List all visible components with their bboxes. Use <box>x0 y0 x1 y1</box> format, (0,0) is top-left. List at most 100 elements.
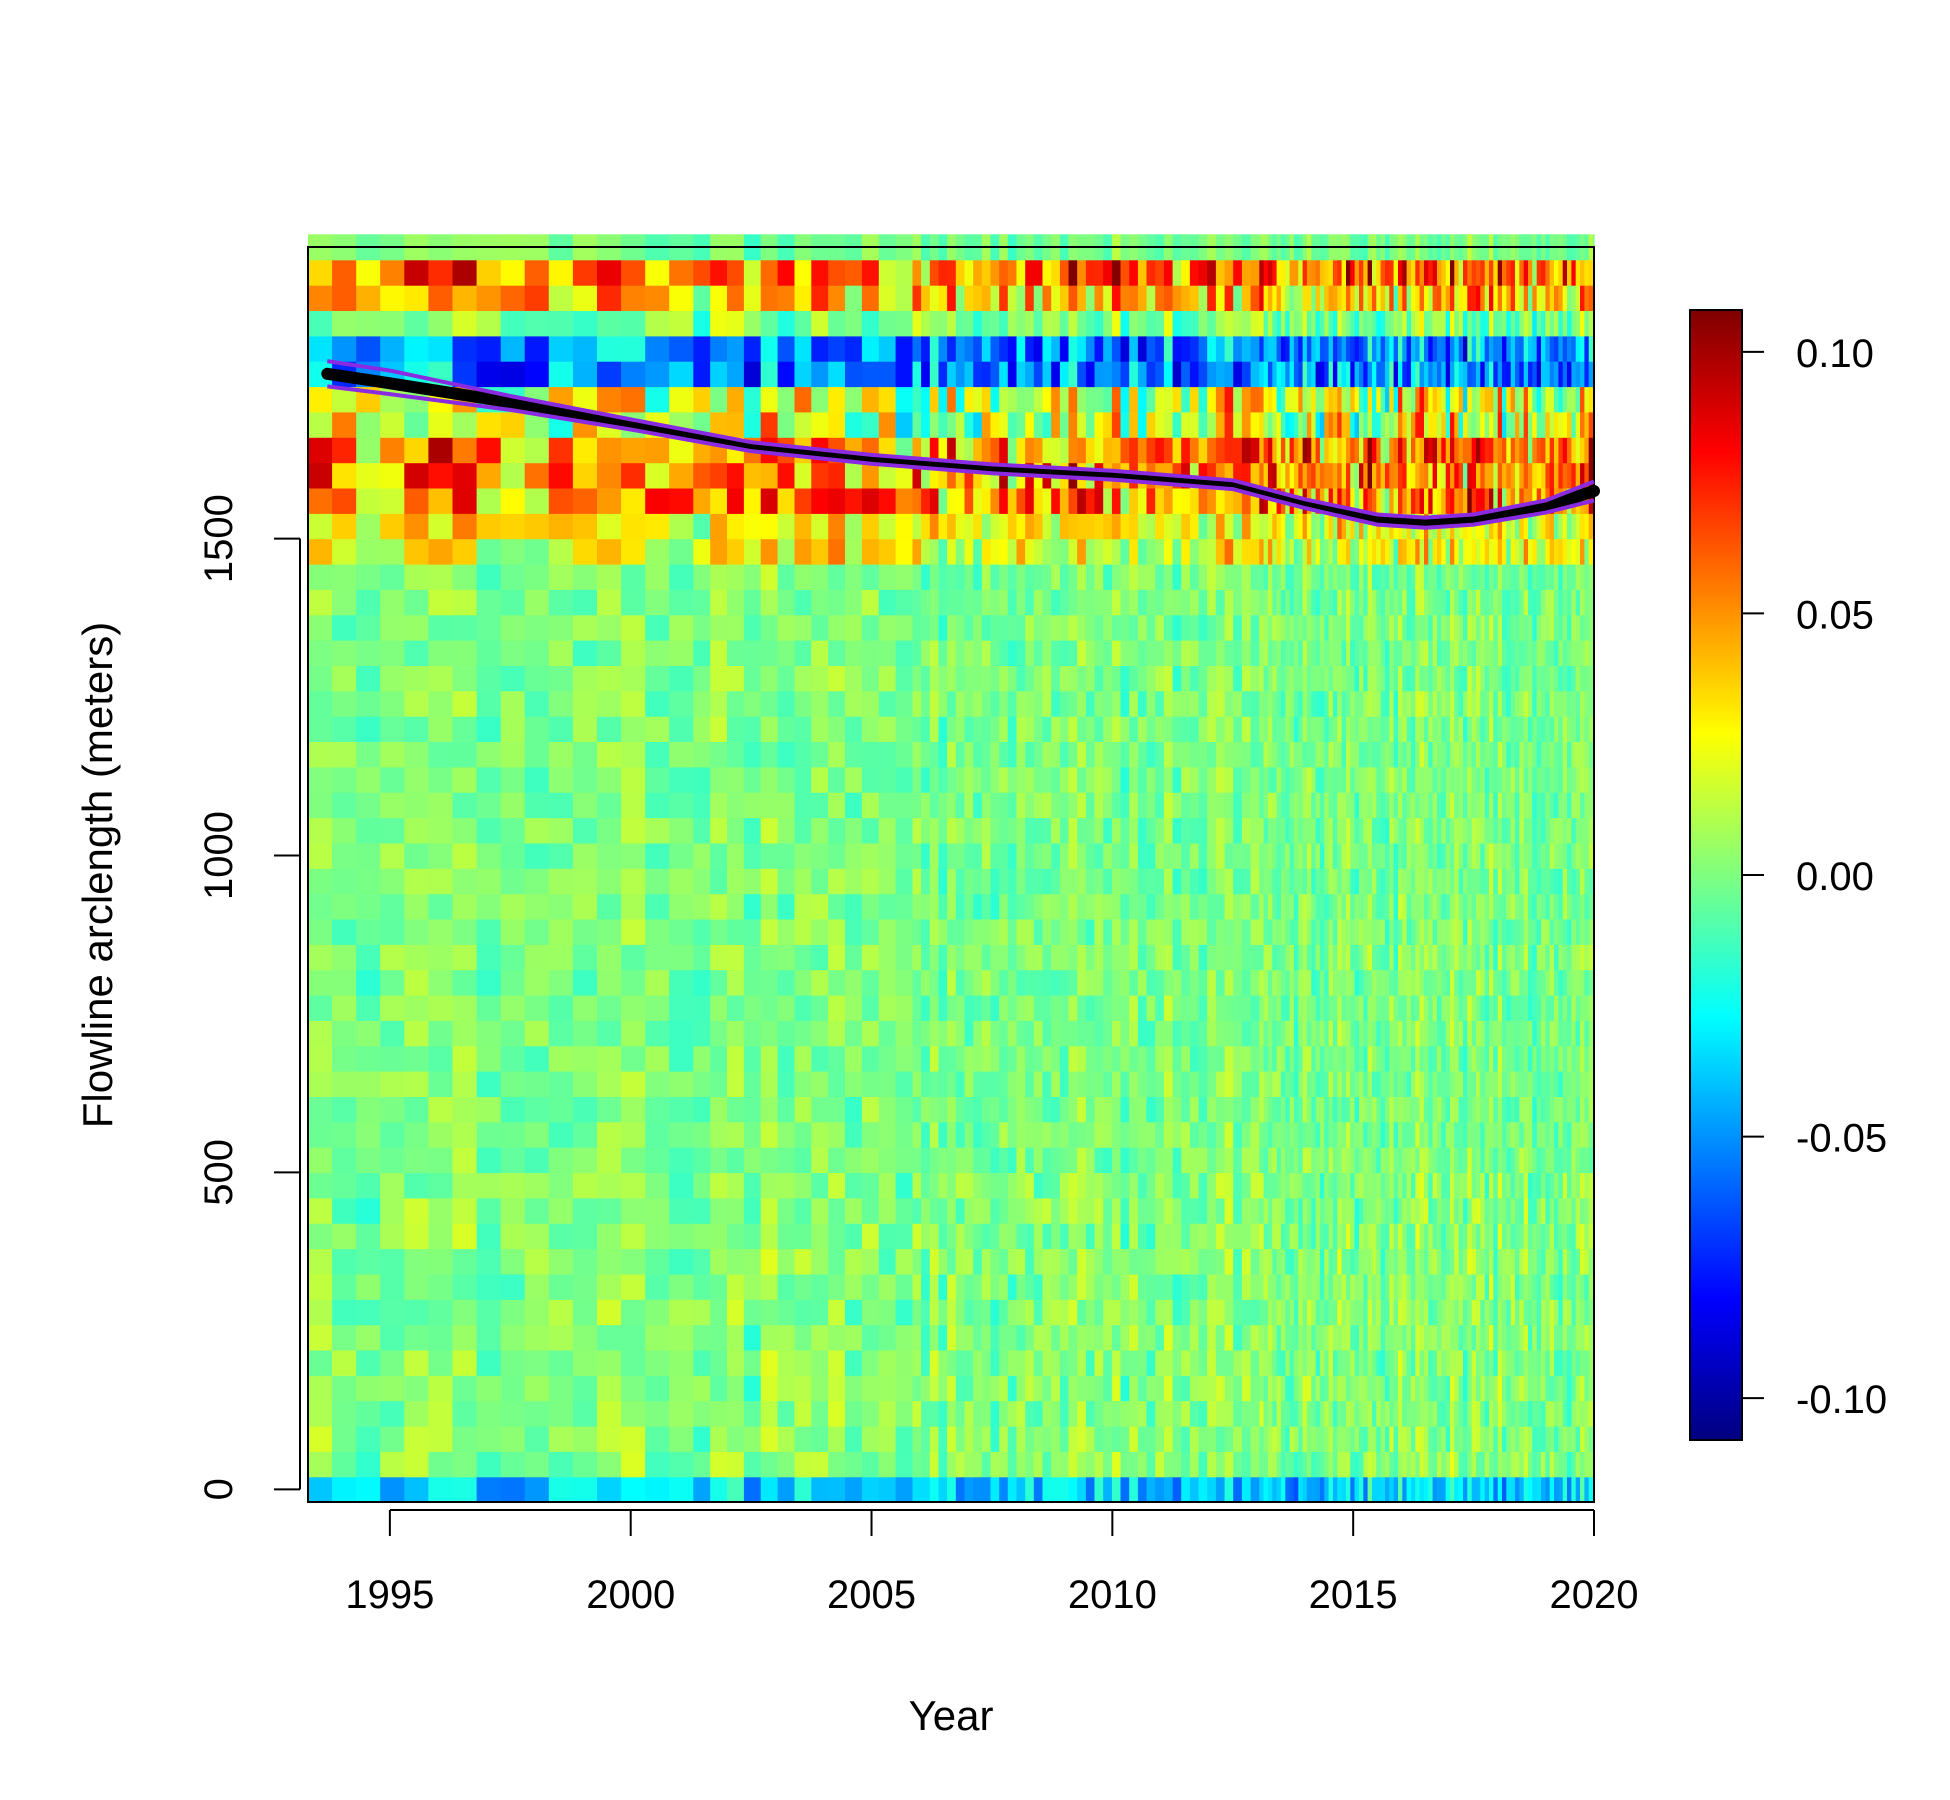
heatmap-cell <box>921 335 931 362</box>
heatmap-cell <box>1215 741 1226 768</box>
heatmap-cell <box>1103 285 1113 311</box>
heatmap-cell <box>955 817 966 844</box>
heatmap-cell <box>828 944 846 971</box>
heatmap-cell <box>1385 1425 1390 1452</box>
heatmap-cell <box>1346 589 1351 616</box>
heatmap-cell <box>452 1299 478 1326</box>
heatmap-cell <box>1341 285 1347 311</box>
heatmap-cell <box>1233 1324 1243 1351</box>
heatmap-cell <box>1363 1349 1369 1376</box>
heatmap-cell <box>1267 1045 1273 1072</box>
heatmap-cell <box>621 310 646 337</box>
heatmap-cell <box>1359 1223 1364 1250</box>
heatmap-cell <box>404 1197 429 1224</box>
heatmap-cell <box>1302 386 1308 413</box>
heatmap-cell <box>743 538 762 565</box>
heatmap-cell <box>938 766 948 793</box>
heatmap-cell <box>1311 411 1317 438</box>
heatmap-cell <box>828 1324 846 1351</box>
heatmap-cell <box>1051 310 1061 337</box>
heatmap-cell <box>1094 868 1104 895</box>
heatmap-cell <box>1051 1425 1061 1452</box>
heatmap-cell <box>332 1045 357 1072</box>
heatmap-cell <box>1337 1299 1343 1326</box>
heatmap-cell <box>332 1172 357 1199</box>
heatmap-cell <box>912 1071 922 1097</box>
heatmap-cell <box>1146 1248 1156 1275</box>
heatmap-cell <box>476 690 502 717</box>
heatmap-cell <box>1285 1273 1291 1300</box>
heatmap-cell <box>981 589 992 616</box>
heatmap-cell <box>1129 842 1139 869</box>
heatmap-cell <box>973 1273 983 1300</box>
heatmap-cell <box>1319 665 1325 692</box>
heatmap-cell <box>947 665 957 692</box>
heatmap-cell <box>1233 437 1243 464</box>
heatmap-cell <box>981 310 992 337</box>
heatmap-cell <box>861 589 880 616</box>
heatmap-cell <box>794 842 812 869</box>
heatmap-cell <box>1385 1071 1390 1097</box>
heatmap-cell <box>1250 918 1260 945</box>
heatmap-cell <box>1033 335 1044 362</box>
heatmap-cell <box>1215 563 1226 590</box>
heatmap-cell <box>548 1121 574 1148</box>
heatmap-cell <box>1085 437 1096 464</box>
heatmap-cell <box>1241 462 1252 489</box>
heatmap-cell <box>1263 487 1269 514</box>
heatmap-cell <box>1289 817 1295 844</box>
heatmap-cell <box>1250 487 1260 514</box>
heatmap-cell <box>710 589 728 616</box>
heatmap-cell <box>1267 1121 1273 1148</box>
heatmap-cell <box>1181 1020 1191 1047</box>
heatmap-cell <box>1285 665 1291 692</box>
heatmap-cell <box>332 868 357 895</box>
heatmap-cell <box>1129 792 1139 819</box>
heatmap-cell <box>669 335 694 362</box>
heatmap-cell <box>895 640 914 666</box>
heatmap-cell <box>955 766 966 793</box>
heatmap-cell <box>1215 310 1226 337</box>
heatmap-cell <box>1137 1425 1148 1452</box>
heatmap-cell <box>1359 361 1364 388</box>
heatmap-cell <box>1155 1273 1165 1300</box>
heatmap-cell <box>1315 310 1321 337</box>
heatmap-cell <box>1354 1147 1360 1174</box>
heatmap-cell <box>1094 817 1104 844</box>
heatmap-cell <box>1380 1197 1386 1224</box>
heatmap-cell <box>845 969 863 996</box>
heatmap-cell <box>308 386 333 413</box>
heatmap-cell <box>1146 1451 1156 1478</box>
heatmap-cell <box>990 487 1000 514</box>
heatmap-cell <box>1389 1375 1395 1402</box>
heatmap-cell <box>973 1045 983 1072</box>
heatmap-cell <box>947 868 957 895</box>
heatmap-cell <box>1094 437 1104 464</box>
heatmap-cell <box>621 944 646 971</box>
heatmap-cell <box>912 1121 922 1148</box>
heatmap-cell <box>1350 792 1356 819</box>
heatmap-cell <box>710 1324 728 1351</box>
heatmap-cell <box>1207 969 1217 996</box>
heatmap-cell <box>1042 513 1052 540</box>
heatmap-cell <box>1367 437 1373 464</box>
heatmap-cell <box>1337 538 1343 565</box>
heatmap-cell <box>727 1147 745 1174</box>
heatmap-cell <box>1051 868 1061 895</box>
heatmap-cell <box>500 792 526 819</box>
heatmap-cell <box>1120 1375 1130 1402</box>
heatmap-cell <box>1155 640 1165 666</box>
heatmap-cell <box>1285 842 1291 869</box>
heatmap-cell <box>1181 1349 1191 1376</box>
heatmap-cell <box>1324 792 1330 819</box>
heatmap-cell <box>1033 1425 1044 1452</box>
heatmap-cell <box>1328 335 1334 362</box>
heatmap-cell <box>452 1400 478 1427</box>
heatmap-cell <box>1094 285 1104 311</box>
heatmap-cell <box>1289 1349 1295 1376</box>
heatmap-cell <box>452 817 478 844</box>
heatmap-cell <box>811 969 829 996</box>
heatmap-cell <box>1059 665 1070 692</box>
heatmap-cell <box>1146 411 1156 438</box>
heatmap-cell <box>1025 614 1035 641</box>
